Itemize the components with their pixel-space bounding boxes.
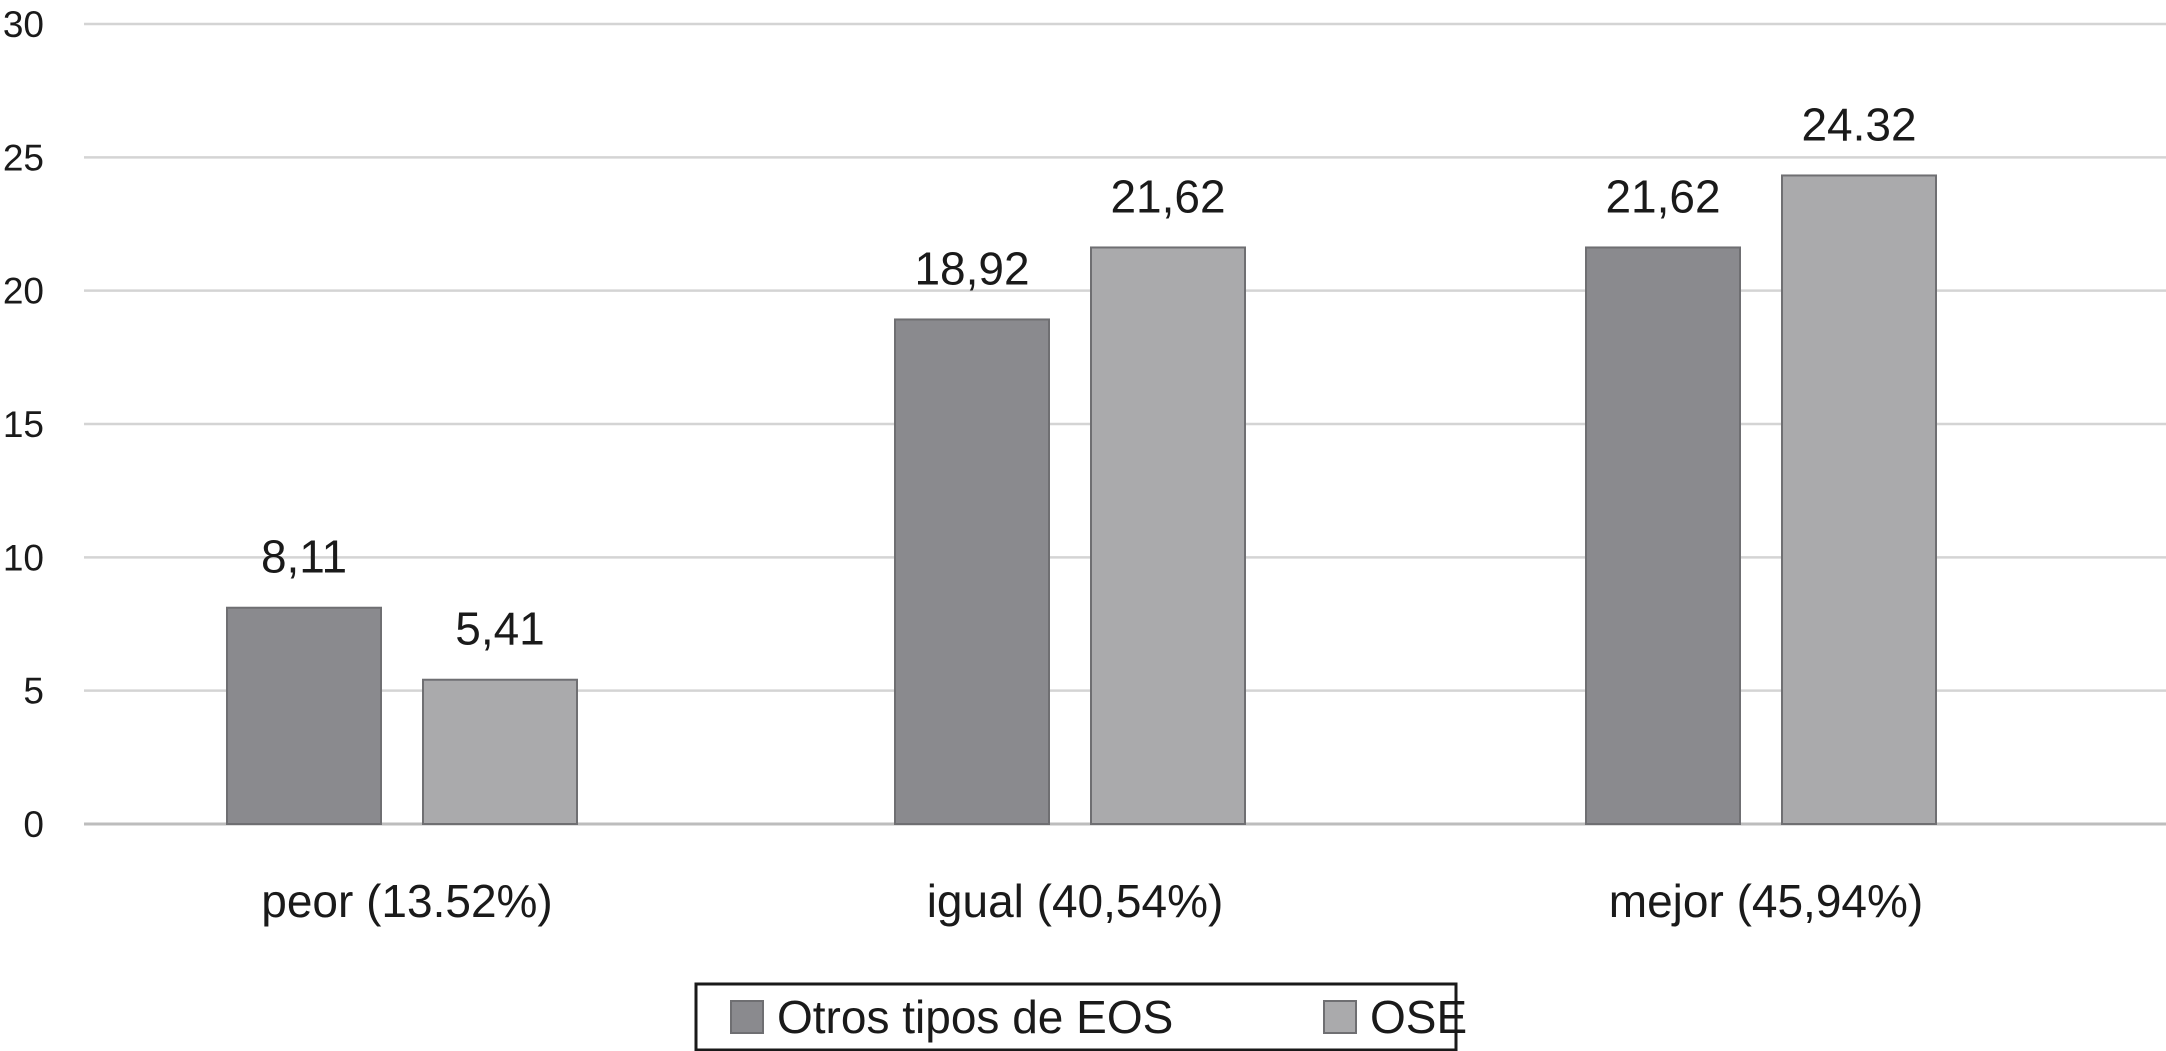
- legend-swatch: [730, 1000, 764, 1034]
- y-tick-label: 20: [3, 271, 44, 312]
- bar-ose-0: [422, 678, 578, 825]
- data-labels: 8,11 18,92 21,62 5,41 21,62 24.32: [261, 98, 1917, 654]
- y-axis-tick-labels: 0 5 10 15 20 25 30: [3, 4, 44, 845]
- y-tick-label: 10: [3, 537, 44, 578]
- data-label: 21,62: [1110, 170, 1225, 222]
- category-label: mejor (45,94%): [1609, 875, 1923, 927]
- bar-otros-eos-1: [894, 318, 1050, 825]
- data-label: 18,92: [914, 242, 1029, 294]
- y-tick-label: 15: [3, 404, 44, 445]
- data-label: 21,62: [1605, 170, 1720, 222]
- y-tick-label: 0: [23, 804, 44, 845]
- legend-label: OSE: [1370, 991, 1467, 1043]
- data-label: 24.32: [1801, 98, 1916, 150]
- legend: Otros tipos de EOS OSE: [694, 982, 1467, 1051]
- category-label: peor (13.52%): [261, 875, 553, 927]
- bar-ose-1: [1090, 246, 1246, 825]
- bar-ose-2: [1781, 174, 1937, 825]
- y-tick-label: 25: [3, 137, 44, 178]
- data-label: 5,41: [455, 603, 545, 655]
- legend-swatch: [1323, 1000, 1357, 1034]
- y-tick-label: 5: [23, 671, 44, 712]
- bar-otros-eos-2: [1585, 246, 1741, 825]
- data-label: 8,11: [261, 531, 347, 583]
- category-label: igual (40,54%): [927, 875, 1224, 927]
- legend-label: Otros tipos de EOS: [777, 991, 1173, 1043]
- bars: [226, 174, 1937, 825]
- y-tick-label: 30: [3, 4, 44, 45]
- bar-otros-eos-0: [226, 606, 382, 825]
- x-axis-category-labels: peor (13.52%) igual (40,54%) mejor (45,94%…: [261, 875, 1923, 927]
